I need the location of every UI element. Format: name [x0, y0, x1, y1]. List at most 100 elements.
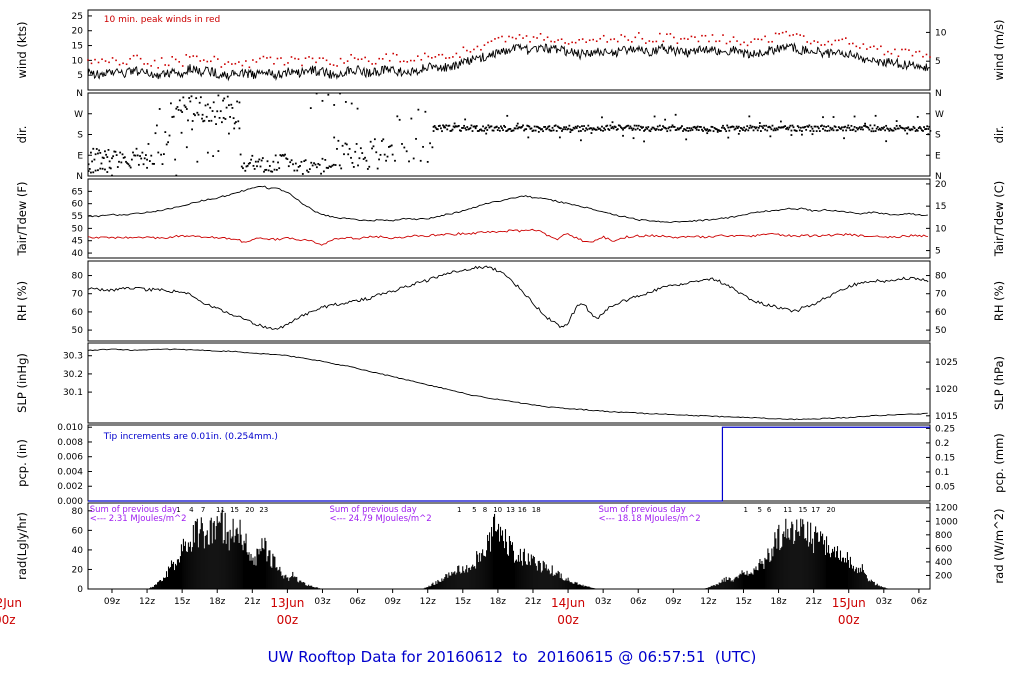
x-tick-label: 15z [455, 597, 471, 607]
tick-label: 25 [72, 12, 83, 22]
axis-label-right-slp: SLP (hPa) [992, 356, 1006, 410]
tick-label: 45 [72, 237, 83, 247]
annotation-rad: 1 [457, 506, 461, 514]
annotation-rad: 13 [506, 506, 515, 514]
tick-label: N [76, 89, 83, 99]
annotation-rad: 20 [827, 506, 836, 514]
tick-label: 50 [935, 326, 947, 336]
tick-label: 0 [77, 585, 83, 595]
tick-label: 20 [935, 180, 947, 190]
series-sea-level-pressure [87, 348, 928, 421]
panel-frame-rh [87, 260, 931, 342]
tick-label: 15 [72, 42, 83, 52]
annotation-rad: 15 [230, 506, 239, 514]
tick-label: 1015 [935, 412, 958, 422]
tick-label: 70 [935, 290, 947, 300]
tick-label: 60 [72, 526, 84, 536]
x-date-label: 14Jun [551, 596, 585, 610]
x-tick-label: 12z [700, 597, 716, 607]
panel-frame-temp [87, 178, 931, 259]
tick-label: 40 [72, 249, 84, 259]
axis-label-right-rad: rad (W/m^2) [992, 508, 1006, 583]
tick-label: 0.1 [935, 468, 949, 478]
x-tick-label: 18z [209, 597, 225, 607]
tick-label: 30.2 [63, 370, 83, 380]
x-date-time-label: 00z [277, 613, 299, 627]
annotation-rad: 5 [758, 506, 762, 514]
tick-label: 20 [72, 565, 84, 575]
tick-label: 60 [72, 200, 84, 210]
axis-label-right-dir: dir. [992, 126, 1006, 144]
tick-label: 55 [72, 212, 83, 222]
tick-label: 40 [72, 546, 84, 556]
tick-label: 0.008 [57, 438, 83, 448]
panel-rad: 0 20 40 60 80 200 400 600 800 1000 1200 rad(Lgly/hr… [15, 502, 1006, 595]
x-edge-date-time-label: 00z [0, 613, 16, 627]
tick-label: N [76, 172, 83, 182]
panel-frame-slp [87, 342, 931, 424]
axis-label-right-pcp: pcp. (mm) [992, 433, 1006, 493]
tick-label: 200 [935, 571, 952, 581]
x-tick-label: 06z [911, 597, 927, 607]
annotation-rad: Sum of previous day [329, 505, 416, 515]
annotation-rad: 1 [176, 506, 180, 514]
series-dew-point [87, 228, 928, 246]
tick-label: 50 [72, 224, 84, 234]
annotation-rad: <--- 18.18 MJoules/m^2 [598, 514, 700, 524]
tick-label: 1025 [935, 358, 958, 368]
x-tick-label: 06z [630, 597, 646, 607]
x-tick-label: 12z [420, 597, 436, 607]
tick-label: W [74, 110, 83, 120]
axis-label-left-rad: rad(Lgly/hr) [15, 512, 29, 580]
annotation-rad: 6 [767, 506, 772, 514]
tick-label: 0.004 [57, 467, 83, 477]
annotation-rad: <--- 24.79 MJoules/m^2 [329, 514, 431, 524]
x-tick-label: 15z [174, 597, 190, 607]
tick-label: 30.3 [63, 352, 83, 362]
series-wind-speed [87, 42, 931, 82]
x-tick-label: 09z [104, 597, 120, 607]
panel-temp: 40 45 50 55 60 65 5 10 15 20 Tair/Tdew (F) Tair/Tde… [15, 178, 1006, 259]
tick-label: 0.000 [57, 497, 83, 507]
annotation-rad: 7 [201, 506, 205, 514]
tick-label: 30.1 [63, 388, 83, 398]
annotation-rad: 11 [216, 506, 225, 514]
annotation-rad: 15 [798, 506, 807, 514]
tick-label: 15 [935, 202, 946, 212]
tick-label: 0.25 [935, 424, 955, 434]
axis-label-left-pcp: pcp. (in) [15, 439, 29, 487]
axis-label-right-rh: RH (%) [992, 281, 1006, 321]
tick-label: 0.010 [57, 423, 83, 433]
annotation-rad: 18 [532, 506, 541, 514]
tick-label: 60 [935, 308, 947, 318]
tick-label: E [77, 151, 83, 161]
x-tick-label: 03z [876, 597, 892, 607]
tick-label: 0.002 [57, 482, 83, 492]
x-date-time-label: 00z [557, 613, 579, 627]
tick-label: 1000 [935, 517, 958, 527]
tick-label: 1200 [935, 504, 958, 514]
series-relative-humidity [87, 265, 929, 330]
x-date-time-label: 00z [838, 613, 860, 627]
axis-label-left-wind: wind (kts) [15, 22, 29, 79]
x-tick-label: 18z [490, 597, 506, 607]
axis-label-left-temp: Tair/Tdew (F) [15, 181, 29, 256]
chart-title: UW Rooftop Data for 20160612 to 20160615… [267, 648, 757, 666]
tick-label: W [935, 110, 944, 120]
x-tick-label: 21z [525, 597, 541, 607]
axis-label-left-dir: dir. [15, 126, 29, 144]
series-air-temperature [87, 185, 928, 223]
tick-label: S [77, 131, 83, 141]
annotation-rad: 10 [493, 506, 502, 514]
annotation-rad: 20 [245, 506, 254, 514]
annotation-rad: 1 [743, 506, 747, 514]
tick-label: 5 [77, 71, 83, 81]
tick-label: 70 [72, 290, 84, 300]
axis-label-left-rh: RH (%) [15, 281, 29, 321]
annotation-rad: Sum of previous day [90, 505, 177, 515]
tick-label: S [935, 131, 941, 141]
panel-rh: 50 60 70 80 50 60 70 80 RH (%) RH (%) [15, 260, 1006, 342]
tick-label: 20 [72, 27, 84, 37]
